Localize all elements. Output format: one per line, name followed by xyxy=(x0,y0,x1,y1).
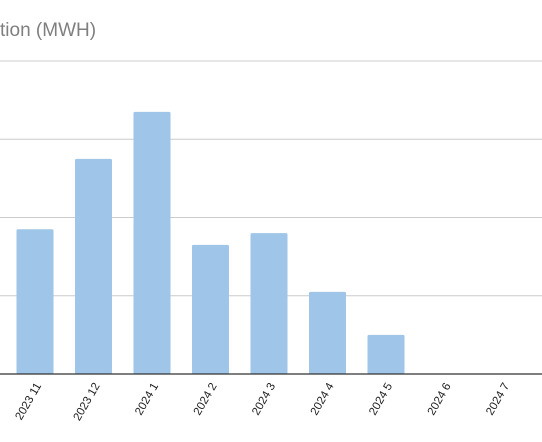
x-tick-label: 2023 11 xyxy=(13,381,44,422)
bar-2024-4 xyxy=(309,291,346,374)
bar-2024-5 xyxy=(367,334,405,374)
chart-title: tion (MWH) xyxy=(0,20,97,41)
x-tick-label: 2024 5 xyxy=(367,381,395,417)
x-tick-label: 2024 3 xyxy=(250,381,278,417)
x-tick-label: 2024 1 xyxy=(133,381,161,417)
bar-2024-2 xyxy=(192,244,229,374)
x-tick-label: 2024 6 xyxy=(426,381,454,417)
bar-2023-11 xyxy=(16,229,54,374)
x-tick-label: 2024 2 xyxy=(192,381,220,417)
x-tick-label: 2024 7 xyxy=(484,381,512,417)
x-tick-label: 2024 4 xyxy=(309,381,337,418)
bar-2024-1 xyxy=(133,111,171,375)
bar-2023-12 xyxy=(75,158,112,374)
bar-2024-3 xyxy=(250,233,288,374)
x-tick-label: 2023 12 xyxy=(72,381,103,423)
